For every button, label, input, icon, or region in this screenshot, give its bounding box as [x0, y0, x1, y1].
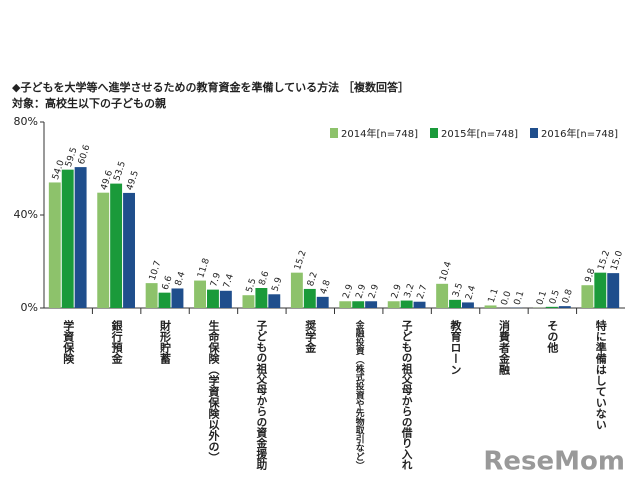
value-label: 0.5 [548, 289, 562, 306]
bar [413, 301, 426, 308]
bar [242, 295, 255, 308]
value-label: 3.2 [403, 283, 417, 300]
legend-swatch [330, 128, 338, 138]
chart-title: ◆子どもを大学等へ進学させるための教育資金を準備している方法 ［複数回答］ [12, 80, 409, 94]
legend-label: 2014年[n=748] [341, 127, 418, 140]
legend-swatch [430, 128, 438, 138]
y-tick-label: 40% [14, 208, 38, 221]
x-tick-label: 特に準備はしていない [594, 319, 607, 430]
bar [558, 306, 571, 308]
value-label: 2.7 [416, 284, 430, 301]
bar [97, 192, 110, 308]
bar [110, 183, 123, 308]
chart-subtitle: 対象：高校生以下の子どもの親 [11, 96, 166, 110]
bar [171, 288, 184, 308]
legend-swatch [530, 128, 538, 138]
value-label: 3.5 [451, 282, 465, 299]
bar [365, 301, 378, 308]
value-label: 4.8 [319, 279, 333, 296]
value-label: 1.1 [487, 287, 501, 304]
value-label: 8.2 [306, 271, 320, 288]
bar [352, 301, 365, 308]
bar [484, 305, 497, 308]
y-tick-label: 0% [21, 301, 38, 314]
value-label: 0.1 [513, 290, 527, 307]
bar [194, 280, 207, 308]
bar [255, 288, 268, 308]
value-label: 2.4 [464, 284, 478, 301]
value-label: 7.4 [222, 273, 236, 290]
y-tick-label: 80% [14, 115, 38, 128]
value-label: 0.8 [561, 288, 575, 305]
x-tick-label: 財形貯蓄 [159, 319, 173, 365]
bar [316, 296, 329, 308]
x-tick-label: 子どもの祖父母からの借り入れ [401, 320, 414, 470]
value-label: 9.8 [584, 267, 598, 284]
x-tick-label: 子どもの祖父母からの資金援助 [255, 320, 268, 471]
x-tick-label: その他 [546, 320, 560, 354]
x-tick-label: 奨学金 [304, 319, 318, 353]
value-label: 2.9 [367, 283, 381, 300]
bar [339, 301, 352, 308]
bar [48, 182, 61, 308]
bar [219, 290, 232, 308]
bar [61, 169, 74, 308]
bar [145, 283, 158, 308]
bar [545, 306, 558, 308]
value-label: 6.6 [161, 274, 175, 291]
bar [607, 273, 620, 308]
bar [461, 302, 474, 308]
value-label: 5.9 [271, 276, 285, 293]
x-tick-label: 生命保険（学資保険以外の） [207, 319, 221, 463]
bar [74, 167, 87, 308]
value-label: 8.6 [258, 270, 272, 287]
bar [449, 299, 461, 308]
bar [400, 300, 413, 308]
value-label: 0.1 [535, 290, 549, 307]
value-label: 2.9 [354, 283, 368, 300]
bar [290, 272, 303, 308]
x-tick-label: 銀行預金 [110, 319, 124, 364]
value-label: 2.9 [342, 283, 356, 300]
x-tick-label: 学資保険 [62, 319, 76, 365]
bar [387, 301, 400, 308]
legend-label: 2016年[n=748] [541, 127, 618, 140]
value-label: 2.9 [390, 283, 404, 300]
value-label: 0.0 [500, 290, 514, 307]
value-label: 8.4 [174, 270, 188, 287]
value-label: 7.9 [209, 271, 223, 288]
bar [436, 283, 449, 308]
x-tick-label: 金融投資（株式投資や先物取引など） [354, 319, 365, 470]
watermark: ReseMom [483, 447, 625, 477]
bar [268, 294, 281, 308]
bar [594, 272, 607, 308]
bar [123, 192, 135, 308]
legend-label: 2015年[n=748] [441, 127, 518, 140]
x-tick-label: 消費者金融 [497, 319, 511, 376]
value-label: 5.5 [245, 277, 259, 294]
x-tick-label: 教育ローン [449, 319, 463, 375]
bar [207, 289, 219, 308]
bar [303, 288, 316, 308]
bar [158, 292, 171, 308]
bar [581, 285, 594, 308]
